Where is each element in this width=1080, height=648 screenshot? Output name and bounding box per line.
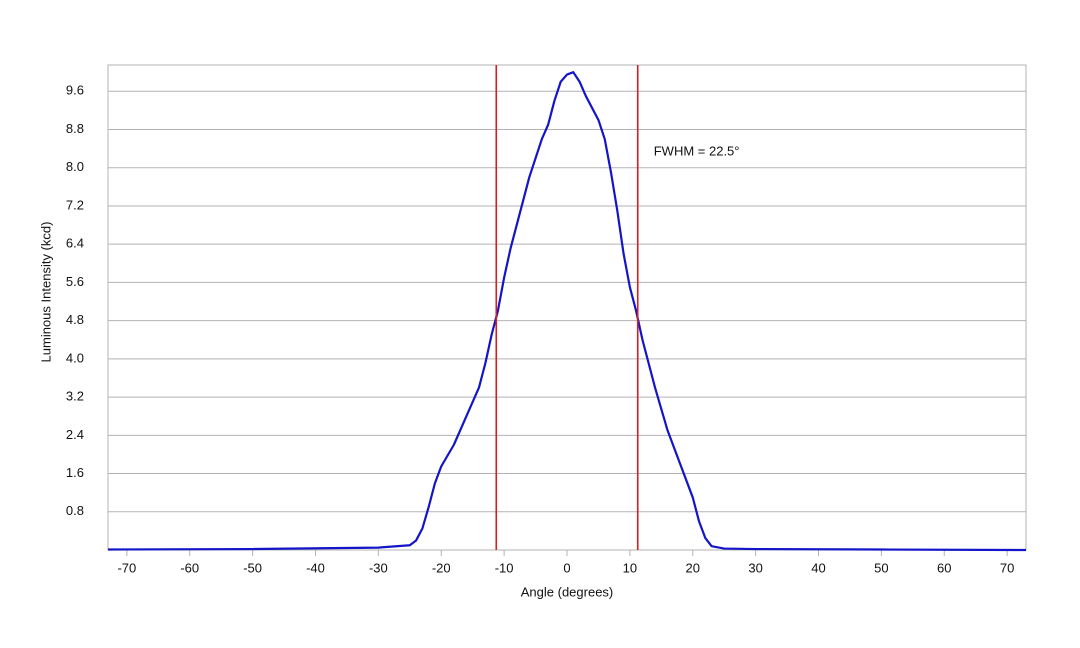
- x-tick-label: 0: [563, 560, 570, 575]
- x-tick-label: 40: [811, 560, 825, 575]
- y-tick-label: 8.8: [66, 121, 84, 136]
- y-tick-label: 1.6: [66, 465, 84, 480]
- y-tick-label: 3.2: [66, 389, 84, 404]
- y-tick-label: 4.0: [66, 350, 84, 365]
- x-tick-label: 20: [686, 560, 700, 575]
- x-tick-label: 50: [874, 560, 888, 575]
- x-tick-label: 30: [748, 560, 762, 575]
- x-axis-label: Angle (degrees): [521, 584, 614, 599]
- x-tick-label: -10: [495, 560, 514, 575]
- x-tick-label: -60: [180, 560, 199, 575]
- x-tick-label: -40: [306, 560, 325, 575]
- y-tick-label: 6.4: [66, 236, 84, 251]
- x-tick-label: 60: [937, 560, 951, 575]
- annotation: FWHM = 22.5°: [654, 143, 740, 158]
- y-axis-label: Luminous Intensity (kcd): [38, 222, 53, 363]
- plot-border: [107, 64, 1027, 551]
- y-tick-label: 9.6: [66, 83, 84, 98]
- x-tick-label: -70: [117, 560, 136, 575]
- y-tick-label: 8.0: [66, 159, 84, 174]
- y-tick-label: 5.6: [66, 274, 84, 289]
- x-tick-label: -50: [243, 560, 262, 575]
- x-tick-label: -30: [369, 560, 388, 575]
- x-tick-label: 10: [623, 560, 637, 575]
- y-tick-label: 4.8: [66, 312, 84, 327]
- y-tick-label: 7.2: [66, 197, 84, 212]
- y-tick-label: 2.4: [66, 427, 84, 442]
- y-tick-label: 0.8: [66, 503, 84, 518]
- x-tick-label: -20: [432, 560, 451, 575]
- x-tick-label: 70: [1000, 560, 1014, 575]
- data-line: [107, 71, 1027, 552]
